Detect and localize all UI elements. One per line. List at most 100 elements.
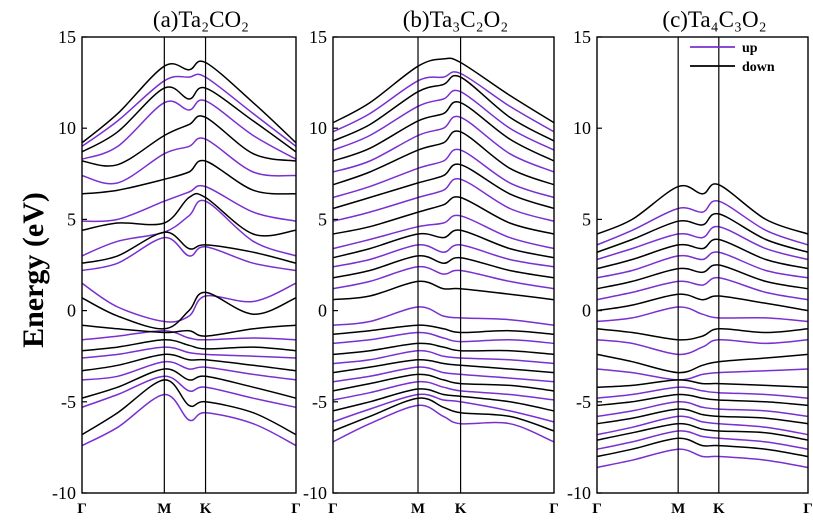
plot-frame (81, 36, 297, 494)
legend-label-down: down (742, 60, 775, 75)
y-tick-label: 15 (573, 27, 591, 47)
y-tick-label: 5 (582, 209, 591, 229)
band-up-6 (596, 339, 809, 356)
band-up-7 (596, 306, 809, 323)
band-down-2 (81, 353, 297, 372)
band-up-1 (596, 430, 809, 450)
band-down-10 (81, 86, 297, 153)
band-down-2 (596, 408, 809, 425)
band-down-4 (332, 342, 555, 356)
band-down-0 (81, 379, 297, 436)
panel-title: (a)Ta₂CO₂ (153, 7, 249, 32)
band-up-7 (332, 265, 555, 290)
y-tick-label: 0 (67, 301, 76, 321)
band-down-9 (81, 115, 297, 167)
kpoint-label: Γ (803, 501, 813, 517)
band-up-5 (81, 282, 297, 323)
band-up-11 (81, 73, 297, 148)
band-down-4 (596, 379, 809, 388)
band-down-10 (596, 212, 809, 253)
band-up-0 (596, 448, 809, 469)
band-up-1 (81, 375, 297, 409)
band-down-7 (332, 255, 555, 279)
band-down-7 (81, 192, 297, 237)
y-tick-label: 10 (573, 118, 591, 138)
band-down-3 (596, 393, 809, 407)
kpoint-label: M (157, 501, 171, 517)
panel-b: -10 -5 0 5 10 15 Γ M K Γ (b)Ta₃C₂O₂ (303, 7, 559, 517)
band-up-2 (596, 415, 809, 436)
band-up-4 (332, 349, 555, 365)
band-up-2 (81, 360, 297, 381)
kpoint-label: Γ (328, 501, 338, 517)
band-down-0 (332, 397, 555, 432)
band-down-8 (596, 264, 809, 290)
band-down-9 (332, 196, 555, 235)
y-tick-label: 5 (318, 209, 327, 229)
band-down-14 (332, 57, 555, 124)
band-down-6 (332, 280, 555, 301)
band-down-8 (81, 159, 297, 195)
band-up-4 (81, 329, 297, 341)
band-down-1 (332, 388, 555, 412)
plot-frame (596, 36, 809, 494)
kpoint-label: K (713, 501, 725, 517)
band-up-12 (332, 115, 555, 173)
band-up-6 (332, 306, 555, 326)
band-down-9 (596, 238, 809, 270)
panel-title: (c)Ta₄C₃O₂ (662, 7, 766, 32)
legend-label-up: up (742, 41, 758, 56)
kpoint-label: M (671, 501, 685, 517)
band-down-11 (332, 130, 555, 186)
y-tick-label: -10 (567, 483, 591, 503)
band-up-9 (81, 137, 297, 185)
kpoint-label: M (411, 501, 425, 517)
band-up-10 (81, 99, 297, 160)
y-tick-label: 0 (582, 301, 591, 321)
band-up-11 (332, 148, 555, 199)
band-up-2 (332, 380, 555, 401)
band-down-13 (332, 74, 555, 142)
y-tick-label: 10 (58, 118, 76, 138)
kpoint-label: K (200, 501, 212, 517)
kpoint-label: Γ (549, 501, 559, 517)
band-up-10 (332, 178, 555, 222)
y-tick-label: 10 (309, 118, 327, 138)
band-down-2 (332, 373, 555, 392)
y-tick-label: 15 (58, 27, 76, 47)
band-up-6 (81, 236, 297, 272)
band-down-6 (81, 231, 297, 264)
band-up-13 (332, 89, 555, 151)
band-up-9 (332, 214, 555, 250)
kpoint-label: Γ (77, 501, 87, 517)
band-up-14 (332, 71, 555, 133)
band-down-11 (81, 60, 297, 144)
band-down-3 (81, 339, 297, 352)
band-up-3 (332, 366, 555, 383)
band-up-3 (81, 346, 297, 359)
panel-a: -10 -5 0 5 10 15 Γ M K Γ (a)Ta₂CO₂ (52, 7, 301, 517)
plot-frame (332, 36, 555, 494)
kpoint-label: Γ (291, 501, 301, 517)
panel-title: (b)Ta₃C₂O₂ (403, 7, 508, 32)
band-down-6 (596, 328, 809, 341)
y-tick-label: 5 (67, 209, 76, 229)
band-up-9 (596, 251, 809, 279)
band-up-5 (332, 331, 555, 345)
band-down-1 (81, 368, 297, 399)
band-down-12 (332, 101, 555, 162)
y-axis-label: Energy (eV) (17, 192, 50, 348)
y-tick-label: -5 (61, 392, 76, 412)
band-up-0 (81, 393, 297, 447)
band-up-0 (332, 404, 555, 443)
band-up-10 (596, 225, 809, 261)
kpoint-label: K (455, 501, 467, 517)
kpoint-label: Γ (592, 501, 602, 517)
band-up-8 (596, 276, 809, 301)
band-down-5 (596, 353, 809, 374)
band-up-1 (332, 393, 555, 423)
y-tick-label: 0 (318, 301, 327, 321)
y-tick-label: 15 (309, 27, 327, 47)
band-up-8 (81, 184, 297, 223)
